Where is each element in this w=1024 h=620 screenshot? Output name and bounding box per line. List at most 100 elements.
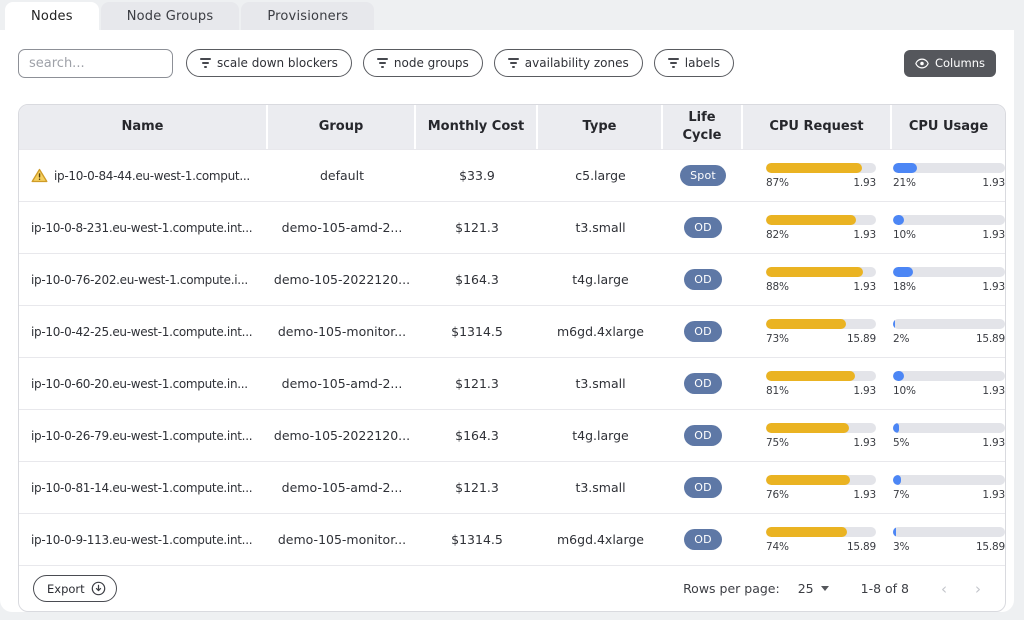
column-header-cpu-usage[interactable]: CPU Usage bbox=[908, 119, 989, 135]
cpu-usage-track bbox=[893, 266, 1005, 277]
table-row[interactable]: ip-10-0-8-231.eu-west-1.compute.int... d… bbox=[19, 201, 1005, 253]
cpu-request-bar: 74% 15.89 bbox=[766, 526, 876, 553]
node-name: ip-10-0-26-79.eu-west-1.compute.int... bbox=[31, 428, 253, 443]
cpu-request-cell: 74% 15.89 bbox=[743, 514, 892, 565]
group-cell: demo-105-amd-2... bbox=[281, 376, 403, 391]
cpu-request-total: 1.93 bbox=[853, 488, 876, 501]
cpu-request-total: 1.93 bbox=[853, 384, 876, 397]
nodes-table: Name Group Monthly Cost Type Life Cycle … bbox=[18, 104, 1006, 612]
cpu-usage-bar: 10% 1.93 bbox=[893, 214, 1005, 241]
previous-page-button[interactable]: ‹ bbox=[941, 579, 947, 598]
cpu-usage-percent: 10% bbox=[893, 228, 916, 241]
column-header-cpu-request[interactable]: CPU Request bbox=[743, 105, 892, 149]
cpu-request-total: 15.89 bbox=[846, 332, 876, 345]
cpu-request-cell: 75% 1.93 bbox=[743, 410, 892, 461]
group-cell: demo-105-amd-2... bbox=[281, 220, 403, 235]
filter-chip-node-groups[interactable]: node groups bbox=[362, 49, 483, 77]
column-header-type[interactable]: Type bbox=[538, 105, 663, 149]
cpu-request-percent: 87% bbox=[766, 176, 789, 189]
cpu-usage-fill bbox=[893, 266, 914, 277]
table-row[interactable]: ip-10-0-9-113.eu-west-1.compute.int... d… bbox=[19, 513, 1005, 565]
cpu-usage-total: 1.93 bbox=[982, 436, 1005, 449]
cpu-request-fill bbox=[766, 214, 857, 225]
table-row[interactable]: ip-10-0-81-14.eu-west-1.compute.int... d… bbox=[19, 461, 1005, 513]
cpu-request-cell: 73% 15.89 bbox=[743, 306, 892, 357]
export-button[interactable]: Export bbox=[33, 575, 117, 602]
next-page-button[interactable]: › bbox=[975, 579, 981, 598]
cpu-request-track bbox=[766, 526, 876, 537]
page-range-label: 1-8 of 8 bbox=[860, 581, 909, 596]
node-name: ip-10-0-76-202.eu-west-1.compute.i... bbox=[31, 272, 248, 287]
cpu-request-track bbox=[766, 370, 876, 381]
lifecycle-cell: OD bbox=[663, 358, 743, 409]
table-row[interactable]: ip-10-0-60-20.eu-west-1.compute.in... de… bbox=[19, 357, 1005, 409]
filter-icon bbox=[376, 57, 388, 69]
column-header-group[interactable]: Group bbox=[268, 105, 416, 149]
cpu-request-bar: 87% 1.93 bbox=[766, 162, 876, 189]
cpu-usage-fill bbox=[893, 162, 917, 173]
rows-per-page-select[interactable]: 25 bbox=[792, 581, 835, 596]
rows-per-page-value: 25 bbox=[797, 581, 814, 596]
node-name-cell: ip-10-0-26-79.eu-west-1.compute.int... bbox=[19, 410, 268, 461]
columns-button[interactable]: Columns bbox=[903, 49, 996, 77]
cpu-request-total: 1.93 bbox=[853, 436, 876, 449]
cpu-request-cell: 87% 1.93 bbox=[743, 150, 892, 201]
cpu-request-fill bbox=[766, 266, 863, 277]
lifecycle-cell: OD bbox=[663, 254, 743, 305]
cpu-usage-track bbox=[893, 162, 1005, 173]
lifecycle-badge: OD bbox=[684, 477, 722, 498]
lifecycle-badge: OD bbox=[684, 373, 722, 394]
type-cell: c5.large bbox=[575, 168, 626, 183]
cpu-request-percent: 76% bbox=[766, 488, 789, 501]
cpu-request-bar: 88% 1.93 bbox=[766, 266, 876, 293]
cpu-usage-track bbox=[893, 526, 1005, 537]
cpu-usage-total: 1.93 bbox=[982, 280, 1005, 293]
cpu-usage-cell: 5% 1.93 bbox=[892, 410, 1005, 461]
cpu-request-total: 1.93 bbox=[853, 228, 876, 241]
lifecycle-cell: OD bbox=[663, 202, 743, 253]
column-header-life-cycle[interactable]: Life Cycle bbox=[663, 105, 743, 149]
filter-chip-labels[interactable]: labels bbox=[653, 49, 735, 77]
table-header-row: Name Group Monthly Cost Type Life Cycle … bbox=[19, 105, 1005, 149]
node-name-cell: ip-10-0-9-113.eu-west-1.compute.int... bbox=[19, 514, 268, 565]
table-row[interactable]: ip-10-0-76-202.eu-west-1.compute.i... de… bbox=[19, 253, 1005, 305]
table-row[interactable]: ip-10-0-42-25.eu-west-1.compute.int... d… bbox=[19, 305, 1005, 357]
cpu-usage-cell: 7% 1.93 bbox=[892, 462, 1005, 513]
cpu-usage-bar: 5% 1.93 bbox=[893, 422, 1005, 449]
type-cell: t3.small bbox=[575, 376, 626, 391]
group-cell: demo-105-2022120... bbox=[273, 428, 411, 443]
cpu-usage-total: 1.93 bbox=[982, 176, 1005, 189]
cpu-usage-total: 15.89 bbox=[975, 332, 1005, 345]
tab-provisioners[interactable]: Provisioners bbox=[241, 2, 375, 30]
cpu-request-percent: 81% bbox=[766, 384, 789, 397]
search-input[interactable] bbox=[18, 48, 173, 78]
filter-chip-availability-zones[interactable]: availability zones bbox=[493, 49, 643, 77]
table-row[interactable]: ip-10-0-84-44.eu-west-1.comput... defaul… bbox=[19, 149, 1005, 201]
tab-node-groups[interactable]: Node Groups bbox=[100, 2, 240, 30]
chevron-down-icon bbox=[820, 586, 829, 591]
node-name: ip-10-0-42-25.eu-west-1.compute.int... bbox=[31, 324, 253, 339]
lifecycle-badge: OD bbox=[684, 269, 722, 290]
filter-chip-label: availability zones bbox=[524, 56, 629, 70]
monthly-cost-cell: $33.9 bbox=[459, 168, 495, 183]
cpu-usage-fill bbox=[893, 370, 905, 381]
node-name: ip-10-0-84-44.eu-west-1.comput... bbox=[54, 168, 250, 183]
cpu-usage-cell: 21% 1.93 bbox=[892, 150, 1005, 201]
column-header-name[interactable]: Name bbox=[19, 105, 268, 149]
cpu-usage-fill bbox=[893, 526, 897, 537]
table-row[interactable]: ip-10-0-26-79.eu-west-1.compute.int... d… bbox=[19, 409, 1005, 461]
type-cell: t4g.large bbox=[572, 428, 629, 443]
filter-chip-scale-down-blockers[interactable]: scale down blockers bbox=[186, 49, 352, 77]
lifecycle-badge: OD bbox=[684, 529, 722, 550]
lifecycle-badge: OD bbox=[684, 425, 722, 446]
group-cell: demo-105-monitor... bbox=[277, 532, 407, 547]
tab-nodes[interactable]: Nodes bbox=[5, 2, 99, 30]
cpu-usage-total: 15.89 bbox=[975, 540, 1005, 553]
type-cell: m6gd.4xlarge bbox=[557, 324, 644, 339]
cpu-usage-track bbox=[893, 370, 1005, 381]
cpu-request-fill bbox=[766, 526, 848, 537]
cpu-usage-total: 1.93 bbox=[982, 384, 1005, 397]
column-header-monthly-cost[interactable]: Monthly Cost bbox=[416, 105, 538, 149]
cpu-request-percent: 74% bbox=[766, 540, 789, 553]
cpu-request-track bbox=[766, 162, 876, 173]
